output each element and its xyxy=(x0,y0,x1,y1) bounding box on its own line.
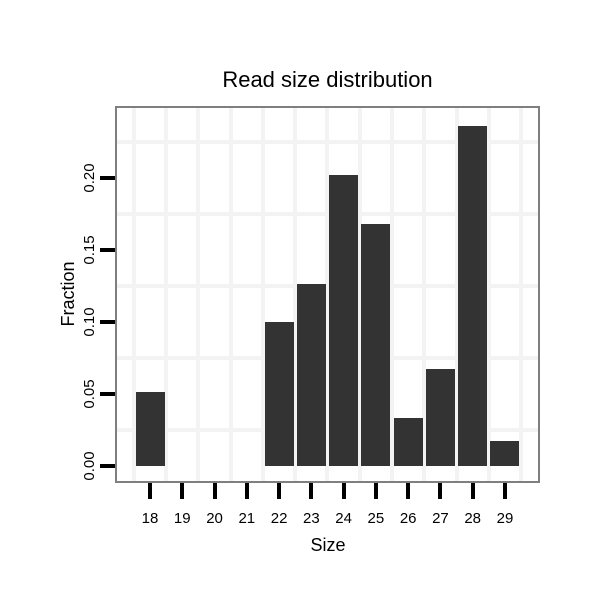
x-tick-21 xyxy=(244,483,249,499)
x-tick-label-29: 29 xyxy=(496,510,514,527)
x-tick-label-27: 27 xyxy=(432,510,449,527)
bar-28 xyxy=(458,125,488,466)
bar-26 xyxy=(393,418,423,466)
x-tick-label-25: 25 xyxy=(367,510,385,527)
bar-29 xyxy=(490,441,520,466)
y-tick-label-0.00: 0.00 xyxy=(81,451,98,481)
bar-24 xyxy=(329,174,359,466)
x-tick-label-21: 21 xyxy=(238,510,256,527)
plot-panel xyxy=(115,106,540,483)
gridline-vertical xyxy=(325,108,330,481)
x-tick-24 xyxy=(341,483,346,499)
y-tick-0.10 xyxy=(100,319,115,324)
gridline-vertical xyxy=(486,108,491,481)
x-tick-25 xyxy=(373,483,378,499)
x-tick-23 xyxy=(309,483,314,499)
y-tick-label-0.05: 0.05 xyxy=(81,379,98,409)
x-axis-label: Size xyxy=(310,535,346,555)
x-tick-label-22: 22 xyxy=(270,510,288,527)
y-tick-0.05 xyxy=(100,391,115,396)
y-axis-label: Fraction xyxy=(58,261,78,327)
gridline-vertical xyxy=(164,108,169,481)
bar-23 xyxy=(296,284,326,466)
y-tick-label-0.10: 0.10 xyxy=(81,307,98,337)
gridline-vertical xyxy=(131,108,136,481)
x-tick-27 xyxy=(438,483,443,499)
x-tick-28 xyxy=(470,483,475,499)
x-tick-label-23: 23 xyxy=(303,510,320,527)
y-tick-0.15 xyxy=(100,247,115,252)
y-tick-0.00 xyxy=(100,464,115,468)
gridline-horizontal xyxy=(117,139,538,144)
y-tick-label-0.15: 0.15 xyxy=(81,235,98,265)
x-tick-label-28: 28 xyxy=(464,510,482,527)
bar-25 xyxy=(361,223,391,466)
x-tick-label-24: 24 xyxy=(335,510,352,527)
gridline-vertical xyxy=(196,108,201,481)
gridline-vertical xyxy=(422,108,427,481)
x-tick-22 xyxy=(277,483,282,499)
gridline-vertical xyxy=(260,108,265,481)
x-tick-29 xyxy=(502,483,507,499)
gridline-horizontal xyxy=(117,211,538,216)
x-tick-label-18: 18 xyxy=(141,510,159,527)
x-tick-label-20: 20 xyxy=(206,510,223,527)
x-tick-18 xyxy=(148,483,152,499)
x-tick-19 xyxy=(180,483,185,499)
x-tick-26 xyxy=(406,483,411,499)
gridline-horizontal xyxy=(117,355,538,360)
gridline-vertical xyxy=(293,108,298,481)
x-tick-label-19: 19 xyxy=(173,510,191,527)
gridline-horizontal xyxy=(117,283,538,288)
bar-18 xyxy=(135,392,165,466)
y-tick-label-0.20: 0.20 xyxy=(81,163,98,193)
chart-title: Read size distribution xyxy=(222,67,433,92)
gridline-vertical xyxy=(228,108,233,481)
x-tick-label-26: 26 xyxy=(399,510,417,527)
gridline-vertical xyxy=(519,108,524,481)
x-tick-20 xyxy=(212,483,217,499)
gridline-horizontal xyxy=(117,427,538,432)
bar-22 xyxy=(264,321,294,466)
y-tick-0.20 xyxy=(100,175,115,180)
bar-27 xyxy=(425,369,455,466)
gridline-vertical xyxy=(357,108,362,481)
gridline-vertical xyxy=(454,108,459,481)
gridline-vertical xyxy=(390,108,395,481)
